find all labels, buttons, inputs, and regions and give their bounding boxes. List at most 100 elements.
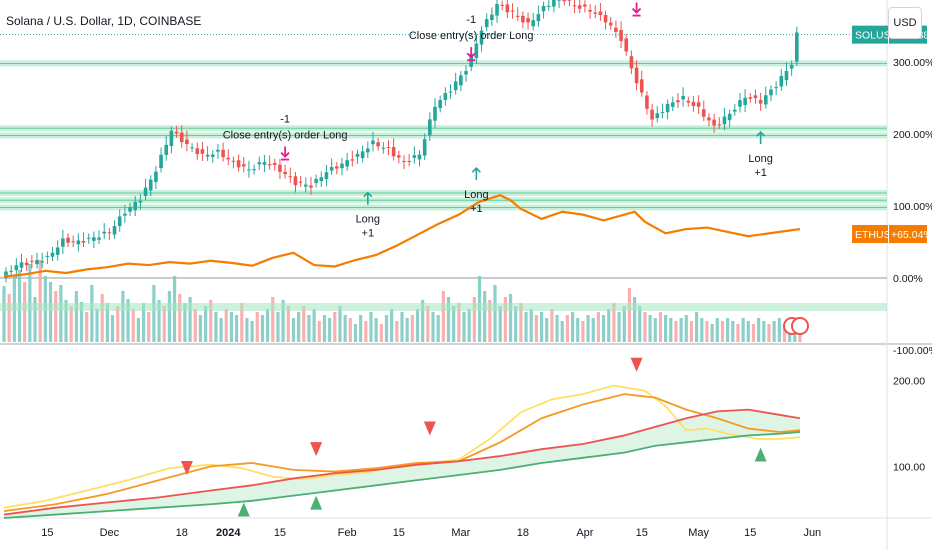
time-axis-tick: May: [688, 527, 709, 539]
volume-bar: [276, 312, 280, 342]
volume-bar: [436, 315, 440, 342]
volume-bar: [147, 312, 151, 342]
candle-body: [464, 71, 468, 75]
candle-body: [479, 30, 484, 45]
volume-bar: [198, 315, 203, 342]
time-axis-tick: 2024: [216, 527, 241, 539]
candle-body: [283, 171, 287, 175]
candle-body: [552, 0, 556, 7]
volume-bar: [757, 318, 761, 342]
volume-bar: [297, 312, 301, 342]
candle-body: [526, 18, 530, 23]
candle-body: [588, 10, 592, 12]
ethusd-name: ETHUSD: [855, 229, 899, 241]
candle-body: [577, 5, 582, 9]
volume-bar: [498, 306, 502, 342]
candle-body: [531, 20, 536, 27]
volume-bar: [291, 318, 296, 342]
volume-bar: [317, 321, 321, 342]
volume-bar: [519, 303, 523, 342]
volume-bar: [224, 309, 228, 342]
ethusd-value: +65.04%: [891, 229, 932, 241]
candle-body: [329, 167, 334, 171]
candle-body: [645, 95, 649, 109]
volume-bar: [157, 300, 161, 342]
candle-body: [670, 102, 675, 107]
candle-body: [14, 265, 19, 271]
volume-bar: [328, 318, 332, 342]
volume-bar: [193, 309, 197, 342]
candle-body: [76, 240, 81, 245]
candle-body: [665, 103, 670, 113]
time-axis-tick: Feb: [338, 527, 357, 539]
candle-body: [35, 260, 39, 265]
time-axis-tick: Mar: [451, 527, 470, 539]
volume-bar: [141, 303, 146, 342]
volume-bar: [731, 321, 735, 342]
volume-bar: [581, 321, 585, 342]
candle-body: [779, 76, 784, 87]
candle-body: [241, 164, 246, 167]
candle-body: [117, 216, 122, 227]
candle-body: [619, 29, 623, 41]
volume-bar: [234, 315, 239, 342]
time-axis-tick: 15: [274, 527, 286, 539]
candle-body: [272, 163, 277, 166]
candle-body: [24, 262, 29, 266]
volume-bar: [529, 309, 533, 342]
candle-body: [143, 187, 148, 197]
currency-button[interactable]: USD: [888, 7, 922, 39]
volume-bar: [69, 306, 73, 342]
candle-body: [154, 171, 158, 182]
volume-bar: [281, 300, 285, 342]
volume-bar: [726, 318, 730, 342]
volume-bar: [209, 300, 213, 342]
volume-bar: [116, 306, 120, 342]
volume-bar: [472, 297, 476, 342]
volume-bar: [452, 306, 456, 342]
volume-bar: [54, 291, 58, 342]
volume-bar: [38, 260, 42, 342]
candle-body: [521, 15, 525, 23]
candle-body: [474, 43, 479, 58]
candle-body: [448, 91, 453, 93]
price-scale-tick: -100.00%: [893, 345, 932, 357]
volume-bar: [700, 318, 704, 342]
volume-bar: [214, 312, 218, 342]
candle-body: [293, 176, 298, 186]
candle-body: [639, 79, 644, 93]
candle-body: [190, 147, 194, 149]
candle-body: [169, 130, 174, 147]
volume-bar: [638, 306, 642, 342]
volume-bar: [240, 303, 244, 342]
volume-bar: [591, 318, 595, 342]
volume-bar: [343, 315, 347, 342]
volume-bar: [219, 318, 223, 342]
candle-body: [4, 271, 8, 278]
ethusd-name-badge: [852, 225, 888, 244]
solusd-name: SOLUSD: [855, 30, 899, 42]
candle-body: [536, 14, 541, 22]
volume-bar: [250, 321, 254, 342]
candle-body: [557, 0, 561, 1]
candle-body: [660, 112, 665, 114]
solusd-name-badge: [852, 25, 888, 44]
volume-bar: [405, 318, 409, 342]
candle-body: [795, 32, 799, 62]
candle-body: [712, 119, 716, 126]
volume-bar: [684, 315, 688, 342]
candle-body: [45, 255, 50, 257]
entry-arrow-icon: [756, 131, 766, 145]
volume-bar: [664, 315, 668, 342]
volume-bar: [674, 321, 678, 342]
volume-bar: [302, 306, 306, 342]
candle-body: [81, 240, 86, 243]
candle-body: [30, 260, 34, 262]
volume-bar: [483, 291, 487, 342]
volume-bar: [596, 312, 601, 342]
candle-body: [701, 109, 706, 117]
volume-bar: [710, 324, 714, 342]
time-axis-tick: 15: [41, 527, 53, 539]
